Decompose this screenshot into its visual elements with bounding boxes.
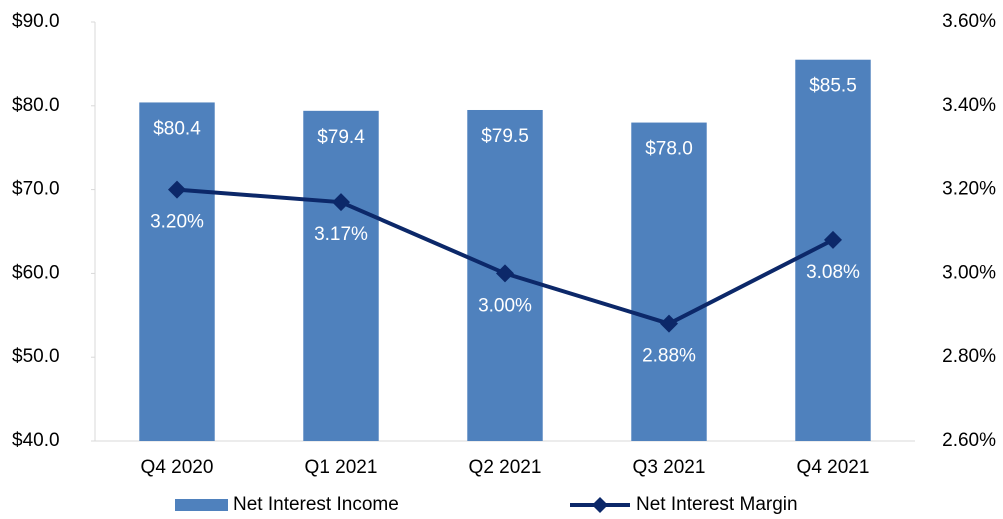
- data-label: 3.08%: [806, 262, 860, 283]
- y2-tick-label: 3.40%: [942, 95, 996, 116]
- bar: [631, 122, 707, 441]
- data-label: 3.17%: [314, 224, 368, 245]
- data-label: 3.00%: [478, 295, 532, 316]
- legend-swatch: [175, 499, 228, 511]
- marker: [496, 264, 514, 283]
- y2-tick-label: 3.60%: [942, 11, 996, 32]
- x-tick-label: Q2 2021: [469, 457, 542, 478]
- y2-tick-label: 2.80%: [942, 346, 996, 367]
- marker: [824, 230, 842, 249]
- bar: [139, 102, 215, 441]
- marker: [332, 193, 350, 212]
- y-tick-label: $90.0: [12, 11, 60, 32]
- data-label: $78.0: [645, 139, 693, 160]
- x-tick-label: Q3 2021: [633, 457, 706, 478]
- y-tick-label: $60.0: [12, 262, 60, 283]
- y-tick-label: $70.0: [12, 179, 60, 200]
- y2-tick-label: 2.60%: [942, 430, 996, 451]
- data-label: 3.20%: [150, 212, 204, 233]
- y2-tick-label: 3.00%: [942, 262, 996, 283]
- legend-label: Net Interest Income: [233, 494, 399, 515]
- legend-swatch: [592, 497, 608, 513]
- y-tick-label: $50.0: [12, 346, 60, 367]
- legend-label: Net Interest Margin: [636, 494, 798, 515]
- data-label: $85.5: [809, 76, 857, 97]
- x-tick-label: Q1 2021: [305, 457, 378, 478]
- data-label: 2.88%: [642, 346, 696, 367]
- y-tick-label: $40.0: [12, 430, 60, 451]
- data-label: $79.4: [317, 127, 365, 148]
- data-label: $80.4: [153, 118, 201, 139]
- bar: [303, 110, 379, 441]
- bar: [795, 59, 871, 442]
- data-label: $79.5: [481, 126, 529, 147]
- x-tick-label: Q4 2020: [141, 457, 214, 478]
- marker: [660, 314, 678, 333]
- y2-tick-label: 3.20%: [942, 179, 996, 200]
- x-tick-label: Q4 2021: [797, 457, 870, 478]
- marker: [168, 180, 186, 199]
- y-tick-label: $80.0: [12, 95, 60, 116]
